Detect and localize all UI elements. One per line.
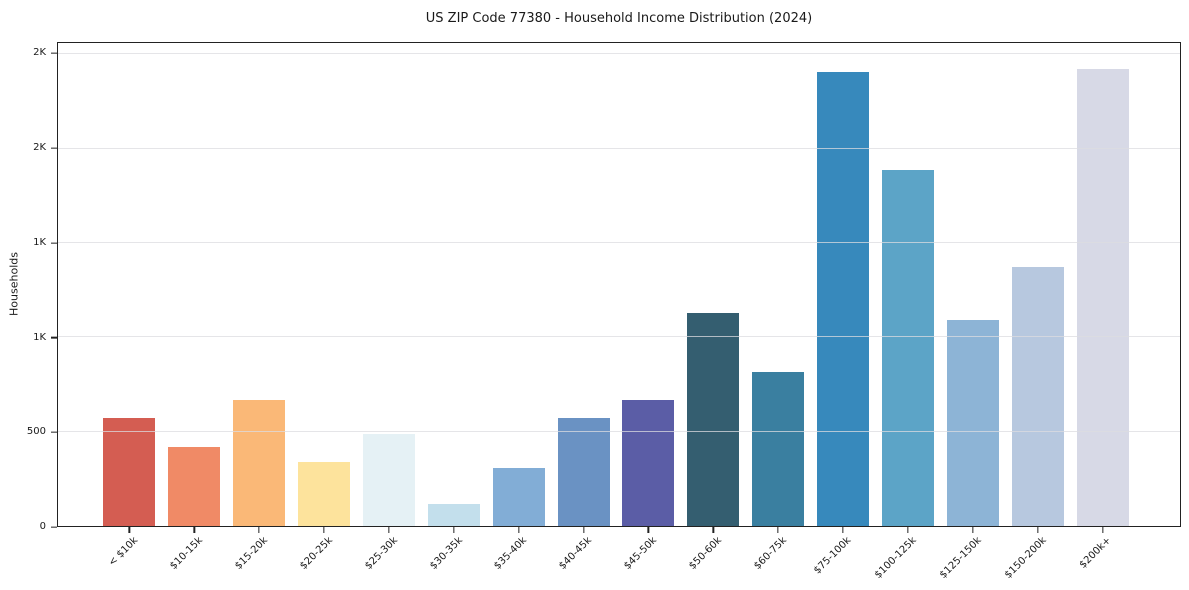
bar-slot: $35-40k <box>486 43 551 572</box>
y-tick-mark <box>51 52 57 55</box>
x-tick-mark <box>388 527 390 533</box>
x-tick-label: $40-45k <box>557 535 595 572</box>
x-tick-label: $20-25k <box>297 535 335 572</box>
bar-slot: $50-60k <box>681 43 746 572</box>
bar <box>168 446 221 526</box>
bar-slot: $10-15k <box>162 43 227 572</box>
x-tick-mark <box>647 527 650 533</box>
x-tick-label: $50-60k <box>687 535 725 572</box>
bar-slot: $75-100k <box>811 43 876 576</box>
x-tick-label: $200k+ <box>1077 535 1114 571</box>
x-tick-label: $150-200k <box>1002 535 1049 581</box>
bar <box>881 170 934 526</box>
x-tick-label: $35-40k <box>492 535 530 572</box>
plot-area: < $10k $10-15k $15-20k $20-25k $25-30k $30-35… <box>57 42 1181 581</box>
x-tick-label: $10-15k <box>168 535 206 572</box>
y-tick-label: 1K <box>33 236 46 248</box>
y-tick-label: 500 <box>26 426 46 438</box>
y-tick-mark <box>51 147 57 149</box>
y-tick-label: 2K <box>33 142 46 154</box>
x-tick-mark <box>258 527 260 533</box>
chart-title: US ZIP Code 77380 - Household Income Dis… <box>425 11 813 26</box>
bar-slot: $125-150k <box>938 43 1005 581</box>
x-tick-mark <box>1037 527 1039 533</box>
bar-slot: $60-75k <box>746 43 811 572</box>
bar-slot: $150-200k <box>1003 43 1070 581</box>
y-tick-mark <box>51 526 57 528</box>
bar-slot: $100-125k <box>873 43 941 581</box>
bar <box>946 320 999 526</box>
bar <box>492 467 545 526</box>
bar <box>427 504 480 526</box>
x-tick-label: $100-125k <box>872 535 919 581</box>
x-tick-mark <box>323 527 325 533</box>
x-tick-mark <box>453 527 455 533</box>
bar-slot: $45-50k <box>616 43 681 572</box>
x-tick-mark <box>972 527 974 533</box>
x-tick-label: $45-50k <box>622 535 660 572</box>
x-tick-label: $125-150k <box>937 535 984 581</box>
bar-slot: $20-25k <box>292 43 357 572</box>
bar <box>622 399 675 526</box>
x-tick-label: $25-30k <box>362 535 400 572</box>
y-tick-mark <box>51 336 57 339</box>
x-tick-mark <box>777 527 779 533</box>
x-tick-mark <box>193 527 195 533</box>
y-axis: 0 500 1K 1K 2K 2K <box>0 42 57 532</box>
bar <box>298 461 351 526</box>
y-tick-label: 0 <box>39 521 46 532</box>
y-tick-mark <box>51 431 57 433</box>
bar <box>1011 266 1064 526</box>
x-tick-mark <box>1101 527 1104 533</box>
x-tick-label: $60-75k <box>752 535 789 572</box>
x-tick-mark <box>128 527 131 533</box>
bar <box>103 417 156 526</box>
bar <box>1076 69 1129 526</box>
bar <box>362 433 415 526</box>
x-tick-mark <box>712 527 714 533</box>
bar <box>817 72 870 526</box>
y-tick-label: 2K <box>33 47 46 59</box>
x-tick-label: $75-100k <box>812 535 854 577</box>
bar-slot: $15-20k <box>227 43 292 572</box>
bar-slot: $25-30k <box>357 43 422 572</box>
y-tick-mark <box>51 242 57 244</box>
x-tick-mark <box>518 527 520 533</box>
bar-slot: < $10k <box>97 43 162 569</box>
bar-slot: $200k+ <box>1070 43 1135 571</box>
bar <box>233 399 286 526</box>
bar-slot: $30-35k <box>421 43 486 572</box>
x-tick-label: $30-35k <box>427 535 465 572</box>
bar <box>557 417 610 526</box>
x-tick-mark <box>582 527 585 533</box>
x-tick-label: < $10k <box>106 535 141 569</box>
bar <box>687 312 740 526</box>
x-tick-mark <box>842 527 844 533</box>
bar-slot: $40-45k <box>551 43 616 572</box>
bars-row: < $10k $10-15k $15-20k $20-25k $25-30k $30-35… <box>58 43 1180 581</box>
x-tick-mark <box>907 527 909 533</box>
y-tick-label: 1K <box>33 331 46 343</box>
bar <box>752 372 805 526</box>
x-tick-label: $15-20k <box>233 535 270 572</box>
